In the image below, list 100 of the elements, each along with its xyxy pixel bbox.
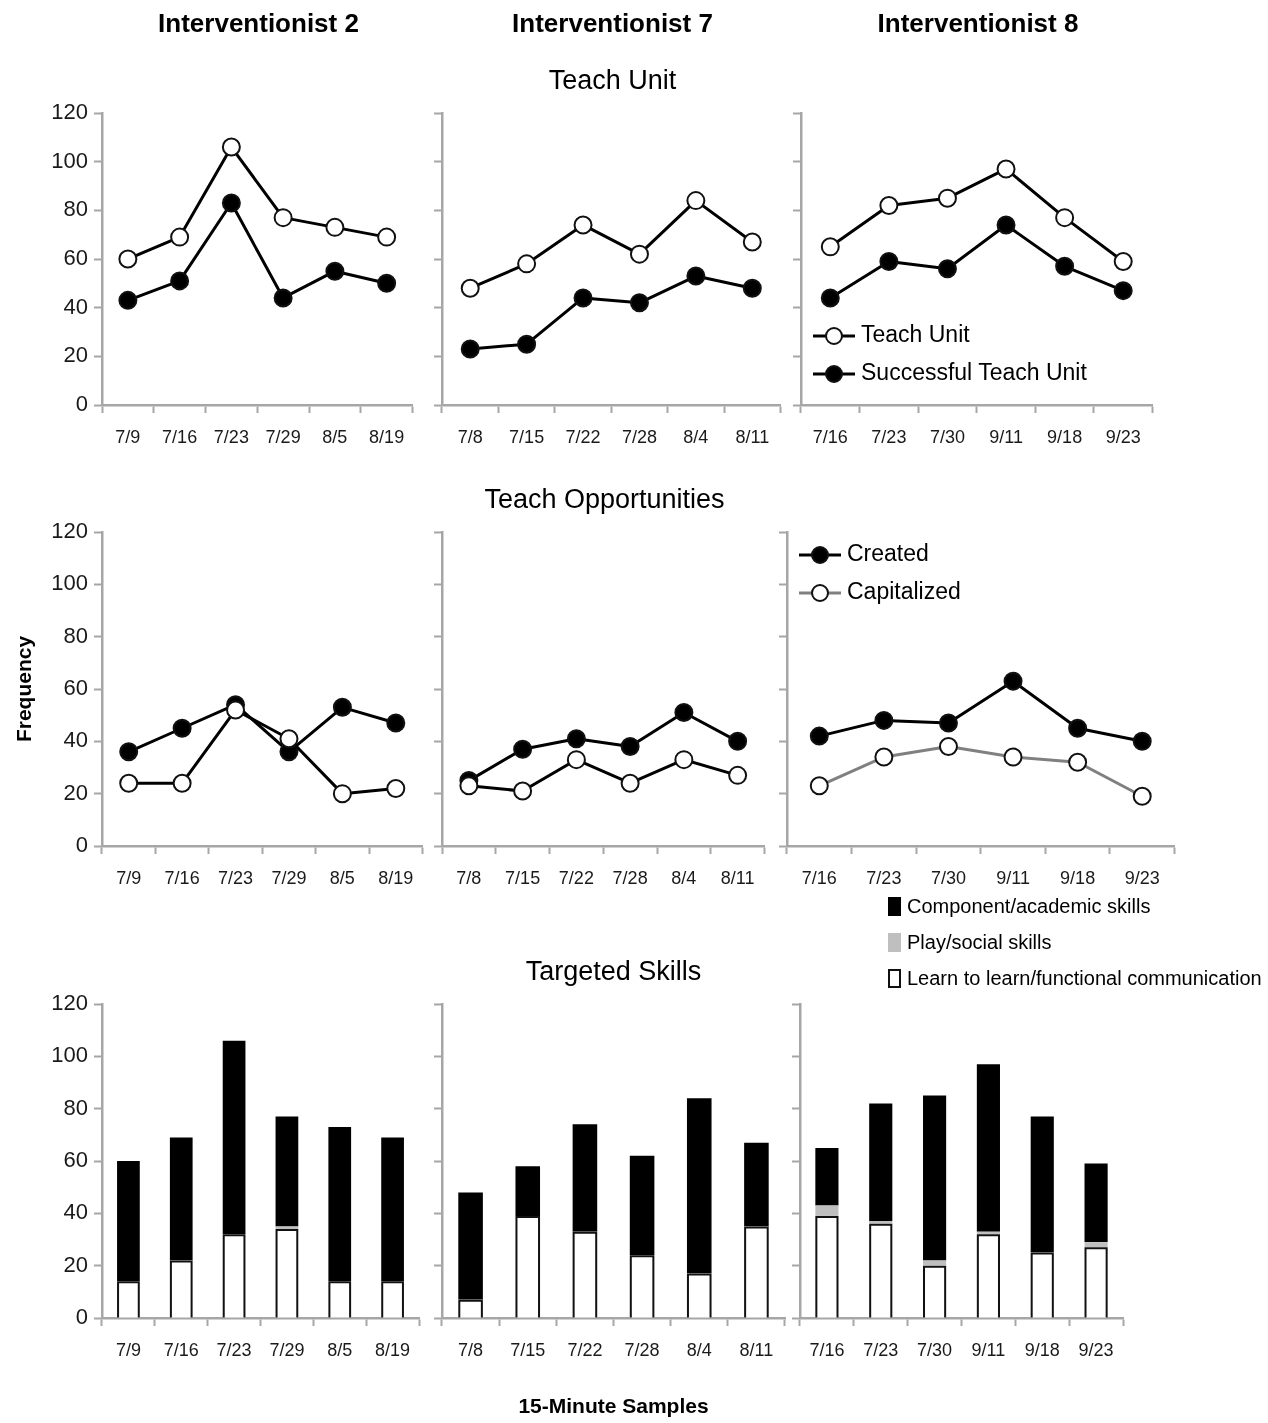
y-tick-label: 40 <box>63 727 88 753</box>
x-tick-label: 7/28 <box>612 867 648 888</box>
x-tick-label: 7/15 <box>505 867 541 888</box>
point <box>566 729 586 749</box>
y-tick-label: 80 <box>63 622 88 648</box>
x-tick-label: 7/29 <box>265 426 301 447</box>
y-tick-label: 40 <box>63 1199 88 1225</box>
x-tick-label: 8/19 <box>369 426 405 447</box>
point <box>879 195 899 215</box>
point <box>279 729 299 749</box>
bar <box>923 1095 947 1261</box>
x-tick-label: 7/28 <box>621 426 657 447</box>
x-tick-label: 7/28 <box>624 1339 660 1360</box>
point <box>937 188 957 208</box>
point <box>1068 752 1088 772</box>
y-tick-label: 20 <box>63 342 88 368</box>
x-tick-label: 7/23 <box>213 426 249 447</box>
point <box>938 737 958 757</box>
bar <box>815 1205 839 1216</box>
point <box>118 290 138 310</box>
x-tick-label: 7/29 <box>271 867 307 888</box>
point <box>377 227 397 247</box>
x-tick-label: 7/16 <box>801 867 837 888</box>
legend-label: Learn to learn/functional communication <box>907 966 1262 990</box>
y-tick-label: 120 <box>51 99 88 125</box>
x-tick-label: 7/9 <box>115 1339 141 1360</box>
legend-label: Created <box>847 540 929 567</box>
x-tick-label: 9/18 <box>1060 867 1096 888</box>
x-tick-label: 7/30 <box>929 426 965 447</box>
y-tick-label: 60 <box>63 1147 88 1173</box>
point <box>1055 256 1075 276</box>
point <box>674 750 694 770</box>
point <box>273 208 293 228</box>
x-tick-label: 8/19 <box>375 1339 411 1360</box>
point <box>119 742 139 762</box>
x-tick-label: 8/11 <box>735 426 770 447</box>
x-tick-label: 7/9 <box>116 867 142 888</box>
bar <box>869 1103 893 1222</box>
x-tick-label: 7/8 <box>456 867 482 888</box>
legend-label: Play/social skills <box>907 930 1052 954</box>
point <box>874 747 894 767</box>
bar <box>744 1142 769 1227</box>
bar <box>169 1137 193 1261</box>
y-tick-label: 80 <box>63 1094 88 1120</box>
bar <box>1030 1116 1054 1253</box>
point <box>513 739 533 759</box>
point <box>809 726 829 746</box>
bar <box>458 1192 483 1300</box>
x-tick-label: 7/15 <box>509 426 545 447</box>
x-tick-label: 7/30 <box>930 867 966 888</box>
x-tick-label: 8/5 <box>327 1339 353 1360</box>
legend-label: Successful Teach Unit <box>861 359 1088 386</box>
x-tick-label: 9/23 <box>1105 426 1141 447</box>
point <box>686 191 706 211</box>
point <box>573 288 593 308</box>
x-tick-label: 8/4 <box>671 867 697 888</box>
y-tick-label: 80 <box>63 196 88 222</box>
x-tick-label: 8/4 <box>686 1339 712 1360</box>
bar <box>686 1098 712 1274</box>
point <box>377 273 397 293</box>
x-tick-label: 9/11 <box>971 1339 1006 1360</box>
point <box>1113 281 1133 301</box>
y-tick-label: 20 <box>63 779 88 805</box>
x-tick-label: 9/23 <box>1078 1339 1114 1360</box>
y-tick-label: 0 <box>75 391 88 417</box>
y-tick-label: 40 <box>63 293 88 319</box>
x-tick-label: 7/16 <box>162 426 198 447</box>
chart-title: Interventionist 7 <box>512 8 713 38</box>
x-tick-label: 7/23 <box>863 1339 899 1360</box>
y-tick-label: 20 <box>63 1251 88 1277</box>
point <box>386 713 406 733</box>
chart-subtitle: Teach Unit <box>548 65 677 96</box>
bar <box>923 1260 947 1266</box>
x-tick-label: 8/5 <box>329 867 355 888</box>
chart-title: Interventionist 2 <box>158 8 359 38</box>
point <box>119 773 139 793</box>
point <box>332 697 352 717</box>
x-tick-label: 9/18 <box>1047 426 1083 447</box>
point <box>1055 208 1075 228</box>
bar <box>275 1226 299 1230</box>
point <box>170 227 190 247</box>
point <box>629 293 649 313</box>
bar <box>572 1124 598 1232</box>
chart-title: Teach Opportunities <box>484 484 725 515</box>
point <box>674 703 694 723</box>
y-tick-label: 60 <box>63 675 88 701</box>
point <box>566 750 586 770</box>
x-tick-label: 7/15 <box>510 1339 546 1360</box>
point <box>513 781 533 801</box>
point <box>629 244 649 264</box>
x-tick-label: 7/23 <box>866 867 902 888</box>
x-tick-label: 9/23 <box>1124 867 1160 888</box>
point <box>620 773 640 793</box>
legend-label: Capitalized <box>847 578 961 605</box>
bar <box>381 1137 404 1282</box>
point <box>221 137 241 157</box>
bar <box>275 1116 299 1227</box>
bar <box>1084 1242 1108 1248</box>
point <box>996 215 1016 235</box>
point <box>460 339 480 359</box>
